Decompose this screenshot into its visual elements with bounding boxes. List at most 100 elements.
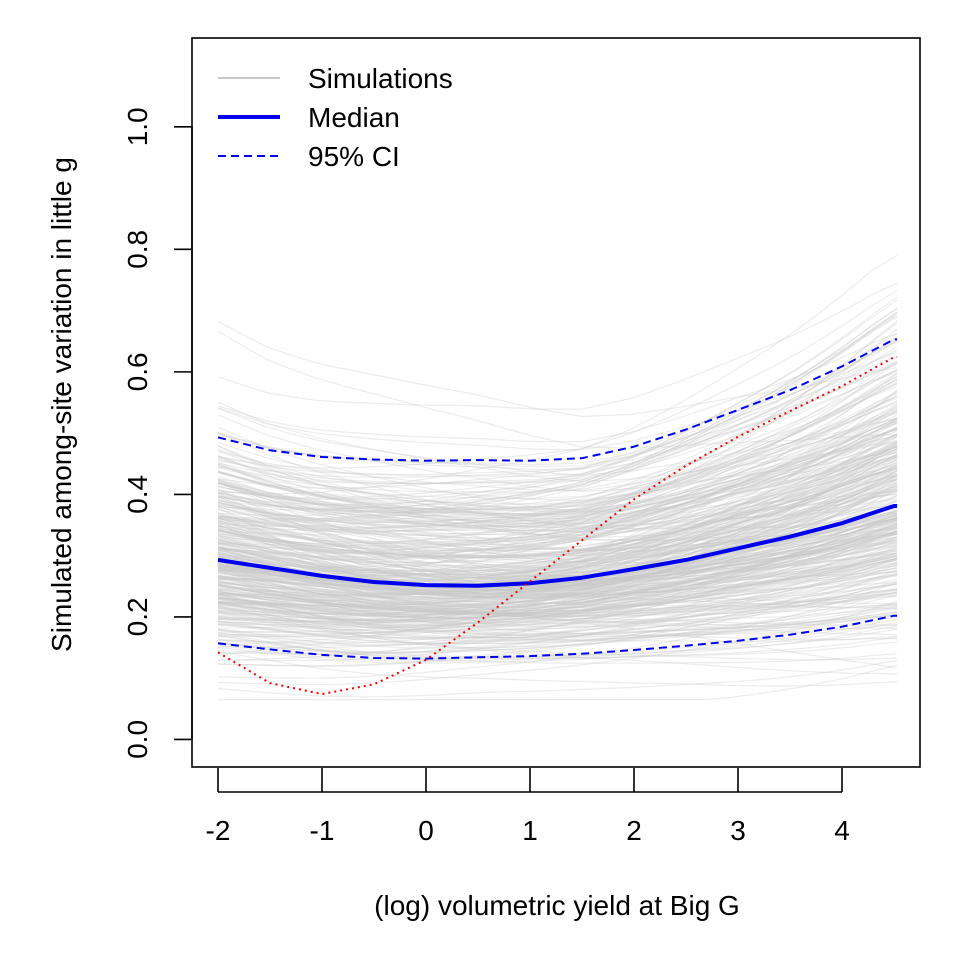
simulation-line	[217, 453, 898, 602]
simulation-line	[217, 475, 898, 536]
simulation-line	[217, 475, 898, 596]
simulation-line	[217, 517, 898, 608]
simulation-line	[217, 372, 898, 554]
simulation-line	[217, 516, 898, 606]
simulation-line	[217, 474, 898, 603]
simulation-line	[217, 548, 898, 603]
simulation-line	[217, 427, 898, 537]
y-tick-label: 0.4	[122, 475, 153, 514]
simulation-line	[217, 529, 898, 588]
simulation-line	[217, 512, 898, 582]
simulation-line	[217, 524, 898, 622]
simulation-line	[217, 455, 898, 513]
simulation-line	[217, 634, 898, 660]
simulation-line	[217, 557, 898, 619]
simulation-line	[217, 445, 898, 584]
simulation-line	[217, 539, 898, 600]
simulation-line	[217, 499, 898, 572]
simulation-line	[217, 530, 898, 594]
simulation-line	[217, 349, 898, 485]
simulation-line	[217, 472, 898, 567]
simulation-lines	[217, 254, 898, 701]
simulation-line	[217, 475, 898, 587]
simulation-line	[217, 375, 898, 545]
simulation-line	[217, 538, 898, 598]
simulation-line	[217, 332, 898, 443]
simulation-line	[217, 414, 898, 549]
simulation-line	[217, 544, 898, 636]
simulation-line	[217, 381, 898, 528]
simulation-line	[217, 488, 898, 557]
simulation-line	[217, 578, 898, 646]
simulation-line	[217, 607, 898, 641]
simulation-line	[217, 562, 898, 633]
simulation-line	[217, 650, 898, 687]
simulation-line	[217, 546, 898, 626]
simulation-line	[217, 383, 898, 513]
simulation-line	[217, 564, 898, 667]
simulation-line	[217, 451, 898, 522]
simulation-line	[217, 604, 898, 644]
simulation-line	[217, 607, 898, 645]
simulation-line	[217, 466, 898, 558]
simulation-line	[217, 478, 898, 576]
simulation-line	[217, 450, 898, 608]
simulation-line	[217, 431, 898, 530]
simulation-line	[217, 463, 898, 622]
simulation-line	[217, 428, 898, 528]
simulation-line	[217, 523, 898, 612]
simulation-line	[217, 455, 898, 541]
y-tick-label: 1.0	[122, 107, 153, 146]
simulation-line	[217, 569, 898, 668]
simulation-line	[217, 499, 898, 553]
simulation-line	[217, 363, 898, 468]
simulation-line	[217, 541, 898, 634]
simulation-line	[217, 513, 898, 574]
simulation-line	[217, 410, 898, 525]
simulation-line	[217, 605, 898, 639]
simulation-line	[217, 442, 898, 624]
simulation-line	[217, 419, 898, 561]
simulation-line	[217, 464, 898, 529]
simulation-line	[217, 456, 898, 564]
simulation-line	[217, 573, 898, 627]
simulation-line	[217, 315, 898, 489]
simulation-line	[217, 404, 898, 616]
simulation-line	[217, 452, 898, 524]
simulation-line	[217, 606, 898, 649]
simulation-line	[217, 600, 898, 686]
simulation-line	[217, 510, 898, 624]
simulation-line	[217, 488, 898, 605]
simulation-line	[217, 316, 898, 499]
simulation-line	[217, 373, 898, 604]
simulation-line	[217, 500, 898, 604]
simulation-line	[217, 583, 898, 621]
simulation-line	[217, 533, 898, 628]
simulation-line	[217, 400, 898, 517]
simulation-line	[217, 522, 898, 616]
simulation-line	[217, 593, 898, 642]
simulation-line	[217, 574, 898, 640]
simulation-line	[217, 527, 898, 590]
simulation-line	[217, 417, 898, 548]
x-axis-title: (log) volumetric yield at Big G	[374, 890, 740, 921]
simulation-line	[217, 423, 898, 515]
simulation-line	[217, 530, 898, 644]
simulation-line	[217, 459, 898, 588]
simulation-line	[217, 628, 898, 658]
y-tick-label: 0.0	[122, 720, 153, 759]
simulation-line	[217, 583, 898, 632]
simulation-line	[217, 464, 898, 586]
simulation-line	[217, 446, 898, 532]
simulation-line	[217, 557, 898, 647]
simulation-line	[217, 417, 898, 544]
simulation-line	[217, 512, 898, 568]
legend-label: Median	[308, 102, 400, 133]
simulation-line	[217, 598, 898, 635]
simulation-line	[217, 333, 898, 501]
simulation-line	[217, 550, 898, 619]
simulation-line	[217, 553, 898, 619]
simulation-line	[217, 491, 898, 559]
simulation-line	[217, 308, 898, 520]
simulation-line	[217, 531, 898, 618]
